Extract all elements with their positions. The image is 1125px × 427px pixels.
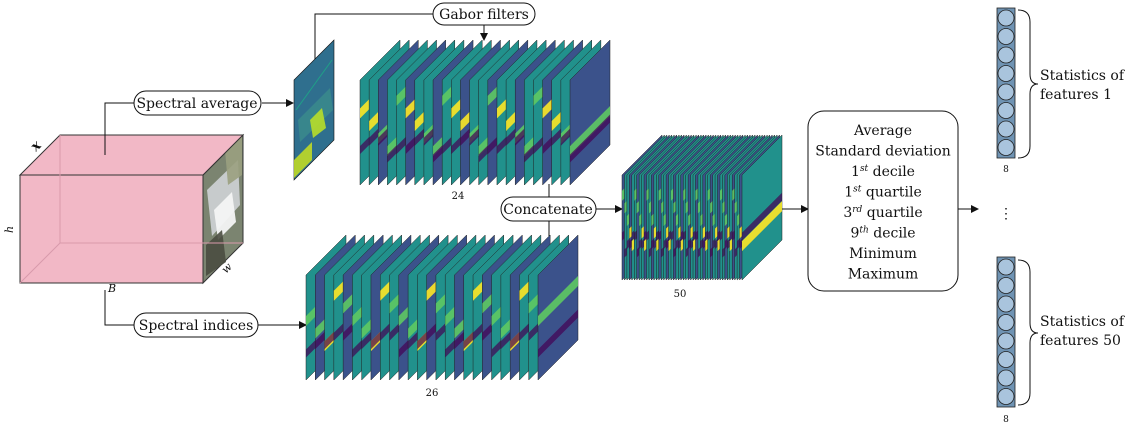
- feature-vector-1: [996, 7, 1016, 159]
- statistics-list: Average Standard deviation 1st decile 1st q…: [815, 123, 951, 283]
- gabor-filters-label: Gabor filters: [439, 7, 529, 23]
- vector-node: [997, 295, 1015, 313]
- vector-node: [997, 102, 1015, 119]
- top-vector-size: 8: [1003, 165, 1009, 175]
- gabor-feature-stack: [359, 39, 611, 186]
- top-stats-label-line1: Statistics of: [1040, 68, 1125, 84]
- cube-top-face: [18, 134, 245, 176]
- connectors: [104, 13, 979, 329]
- vector-node: [997, 258, 1015, 276]
- indices-count-label: 26: [426, 388, 439, 399]
- spectral-indices-stack: [305, 234, 579, 381]
- top-stats-label-line2: features 1: [1040, 87, 1112, 103]
- bottom-vector-size: 8: [1003, 415, 1009, 425]
- vector-node: [997, 28, 1015, 45]
- vector-node: [997, 139, 1015, 156]
- spectral-average-label: Spectral average: [136, 96, 257, 112]
- cube-front-face: [19, 174, 204, 284]
- vector-node: [997, 46, 1015, 64]
- top-brace: [1017, 9, 1039, 159]
- concatenated-feature-stack: [621, 134, 783, 281]
- spectral-average-node: Spectral average: [133, 90, 262, 116]
- vector-node: [997, 369, 1015, 387]
- gabor-count-label: 24: [452, 191, 465, 202]
- gabor-layer: [569, 39, 611, 186]
- indices-layer: [537, 234, 579, 381]
- vector-node: [997, 332, 1015, 350]
- vector-node: [997, 9, 1015, 27]
- vector-node: [997, 120, 1015, 138]
- concatenate-node: Concatenate: [500, 196, 597, 222]
- concat-layer: [741, 134, 783, 281]
- concat-count-label: 50: [674, 289, 687, 300]
- vector-node: [997, 351, 1015, 368]
- bottom-stats-label-line1: Statistics of: [1040, 314, 1125, 330]
- bottom-brace: [1017, 259, 1039, 406]
- vector-node: [997, 65, 1015, 82]
- vector-ellipsis: ⋮: [999, 206, 1013, 222]
- feature-vector-50: [996, 256, 1016, 408]
- vector-node: [997, 388, 1015, 405]
- vector-node: [997, 314, 1015, 331]
- cube-h-label: h: [3, 226, 16, 233]
- spectral-indices-label: Spectral indices: [139, 318, 254, 334]
- spectral-average-image: [293, 39, 335, 181]
- spectral-indices-node: Spectral indices: [133, 312, 259, 338]
- bottom-stats-label-line2: features 50: [1040, 333, 1121, 349]
- input-cube: x h w B: [3, 133, 245, 295]
- gabor-filters-node: Gabor filters: [432, 2, 536, 26]
- cube-b-label: B: [107, 282, 116, 295]
- vector-node: [997, 277, 1015, 294]
- statistics-box: Average Standard deviation 1st decile 1st q…: [807, 110, 959, 292]
- vector-node: [997, 83, 1015, 101]
- concatenate-label: Concatenate: [503, 202, 593, 218]
